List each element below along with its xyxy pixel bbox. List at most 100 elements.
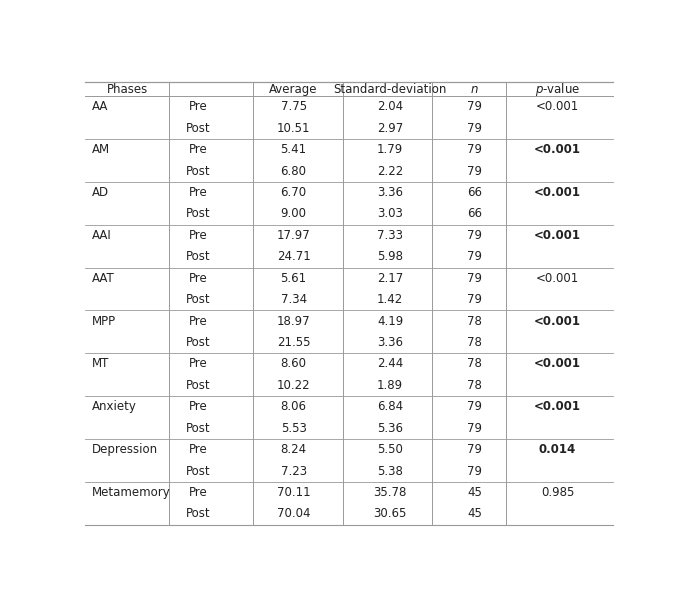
Text: <0.001: <0.001 [536, 272, 579, 285]
Text: 7.75: 7.75 [281, 100, 306, 113]
Text: 70.11: 70.11 [276, 486, 311, 499]
Text: n: n [471, 83, 478, 96]
Text: <0.001: <0.001 [534, 229, 581, 242]
Text: <0.001: <0.001 [534, 358, 581, 371]
Text: Standard-deviation: Standard-deviation [334, 83, 447, 96]
Text: Pre: Pre [189, 100, 208, 113]
Text: AAI: AAI [91, 229, 111, 242]
Text: Anxiety: Anxiety [91, 400, 136, 413]
Text: 79: 79 [467, 400, 482, 413]
Text: 78: 78 [467, 314, 482, 327]
Text: 4.19: 4.19 [377, 314, 403, 327]
Text: <0.001: <0.001 [534, 186, 581, 199]
Text: 8.60: 8.60 [281, 358, 306, 371]
Text: Post: Post [187, 379, 211, 392]
Text: Pre: Pre [189, 358, 208, 371]
Text: Pre: Pre [189, 443, 208, 456]
Text: Pre: Pre [189, 143, 208, 156]
Text: <0.001: <0.001 [534, 400, 581, 413]
Text: 0.014: 0.014 [539, 443, 576, 456]
Text: 79: 79 [467, 443, 482, 456]
Text: 1.79: 1.79 [377, 143, 403, 156]
Text: 2.97: 2.97 [377, 122, 403, 135]
Text: 79: 79 [467, 165, 482, 178]
Text: Post: Post [187, 465, 211, 478]
Text: 70.04: 70.04 [277, 507, 311, 520]
Text: 2.44: 2.44 [377, 358, 403, 371]
Text: 78: 78 [467, 379, 482, 392]
Text: 10.22: 10.22 [276, 379, 311, 392]
Text: 0.985: 0.985 [541, 486, 574, 499]
Text: 8.24: 8.24 [281, 443, 306, 456]
Text: <0.001: <0.001 [534, 143, 581, 156]
Text: 79: 79 [467, 122, 482, 135]
Text: 79: 79 [467, 229, 482, 242]
Text: Post: Post [187, 165, 211, 178]
Text: 9.00: 9.00 [281, 207, 306, 220]
Text: 7.34: 7.34 [281, 293, 306, 306]
Text: 66: 66 [467, 186, 482, 199]
Text: 78: 78 [467, 358, 482, 371]
Text: 6.70: 6.70 [281, 186, 306, 199]
Text: 79: 79 [467, 465, 482, 478]
Text: 7.23: 7.23 [281, 465, 306, 478]
Text: 79: 79 [467, 143, 482, 156]
Text: 1.42: 1.42 [377, 293, 403, 306]
Text: 5.41: 5.41 [281, 143, 306, 156]
Text: 2.22: 2.22 [377, 165, 403, 178]
Text: AAT: AAT [91, 272, 114, 285]
Text: 3.03: 3.03 [377, 207, 403, 220]
Text: 2.04: 2.04 [377, 100, 403, 113]
Text: 18.97: 18.97 [276, 314, 311, 327]
Text: Post: Post [187, 250, 211, 263]
Text: 8.06: 8.06 [281, 400, 306, 413]
Text: Pre: Pre [189, 486, 208, 499]
Text: Depression: Depression [91, 443, 157, 456]
Text: MPP: MPP [91, 314, 116, 327]
Text: 1.89: 1.89 [377, 379, 403, 392]
Text: <0.001: <0.001 [536, 100, 579, 113]
Text: Pre: Pre [189, 400, 208, 413]
Text: Pre: Pre [189, 186, 208, 199]
Text: AD: AD [91, 186, 108, 199]
Text: 5.53: 5.53 [281, 422, 306, 435]
Text: 17.97: 17.97 [276, 229, 311, 242]
Text: 45: 45 [467, 507, 482, 520]
Text: Metamemory: Metamemory [91, 486, 170, 499]
Text: 6.84: 6.84 [377, 400, 403, 413]
Text: 79: 79 [467, 422, 482, 435]
Text: Pre: Pre [189, 229, 208, 242]
Text: 21.55: 21.55 [277, 336, 311, 349]
Text: 35.78: 35.78 [373, 486, 407, 499]
Text: MT: MT [91, 358, 109, 371]
Text: Post: Post [187, 122, 211, 135]
Text: 3.36: 3.36 [377, 186, 403, 199]
Text: 5.98: 5.98 [377, 250, 403, 263]
Text: <0.001: <0.001 [534, 314, 581, 327]
Text: 30.65: 30.65 [373, 507, 407, 520]
Text: 10.51: 10.51 [277, 122, 311, 135]
Text: 79: 79 [467, 272, 482, 285]
Text: AA: AA [91, 100, 108, 113]
Text: Post: Post [187, 422, 211, 435]
Text: Phases: Phases [107, 83, 148, 96]
Text: 24.71: 24.71 [276, 250, 311, 263]
Text: Average: Average [270, 83, 318, 96]
Text: 78: 78 [467, 336, 482, 349]
Text: $p$-value: $p$-value [535, 81, 580, 98]
Text: Post: Post [187, 293, 211, 306]
Text: Post: Post [187, 507, 211, 520]
Text: 79: 79 [467, 250, 482, 263]
Text: 45: 45 [467, 486, 482, 499]
Text: 2.17: 2.17 [377, 272, 403, 285]
Text: AM: AM [91, 143, 110, 156]
Text: Post: Post [187, 336, 211, 349]
Text: 5.36: 5.36 [377, 422, 403, 435]
Text: Post: Post [187, 207, 211, 220]
Text: 5.38: 5.38 [377, 465, 403, 478]
Text: 66: 66 [467, 207, 482, 220]
Text: Pre: Pre [189, 314, 208, 327]
Text: 79: 79 [467, 293, 482, 306]
Text: 5.50: 5.50 [377, 443, 403, 456]
Text: 3.36: 3.36 [377, 336, 403, 349]
